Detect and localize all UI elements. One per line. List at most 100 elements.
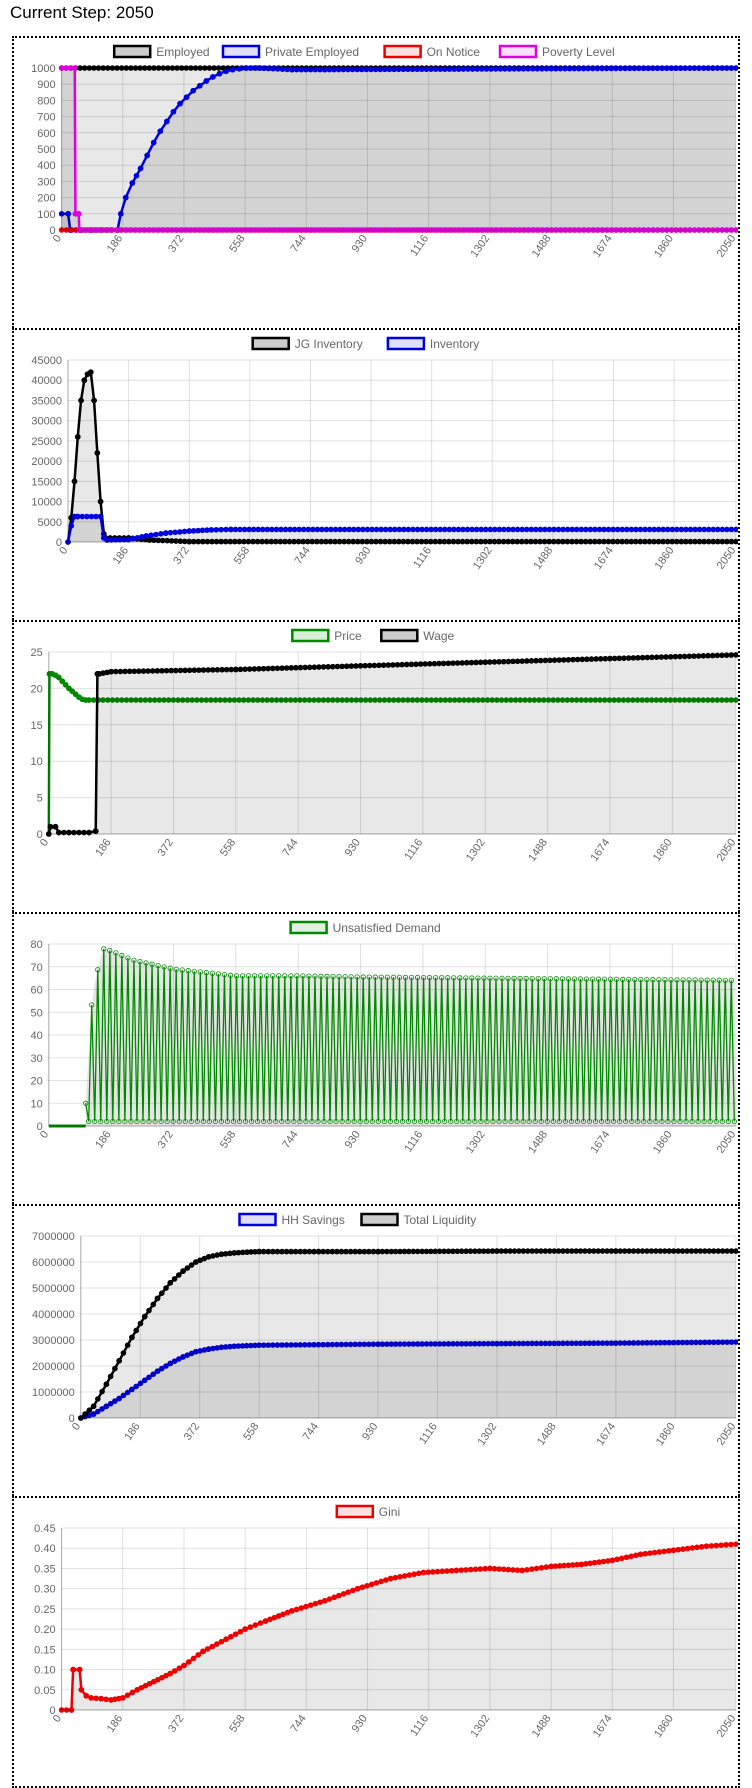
data-point bbox=[678, 526, 685, 533]
data-point bbox=[728, 1248, 735, 1254]
data-point bbox=[71, 65, 78, 71]
data-point bbox=[274, 1342, 281, 1348]
data-point bbox=[264, 973, 270, 979]
data-point bbox=[311, 697, 317, 703]
data-point bbox=[107, 1400, 114, 1407]
data-point bbox=[273, 1118, 279, 1125]
data-point bbox=[366, 1341, 372, 1348]
data-point bbox=[242, 1118, 249, 1125]
inventory-chart: JG Inventory Inventory0500010000150002000… bbox=[31, 336, 738, 572]
data-point bbox=[379, 1248, 386, 1255]
data-point bbox=[397, 1248, 403, 1255]
data-point bbox=[567, 227, 574, 233]
data-point bbox=[696, 65, 702, 71]
data-point bbox=[492, 526, 498, 533]
data-point bbox=[305, 526, 312, 533]
data-point bbox=[661, 1248, 668, 1254]
data-point bbox=[597, 697, 603, 703]
data-point bbox=[623, 538, 630, 545]
data-point bbox=[487, 526, 494, 533]
data-point bbox=[240, 697, 247, 703]
data-point bbox=[613, 1248, 619, 1254]
data-point bbox=[396, 974, 403, 980]
data-point bbox=[723, 1542, 729, 1548]
data-point bbox=[133, 1327, 139, 1334]
data-point bbox=[300, 538, 306, 545]
data-point bbox=[190, 528, 197, 534]
data-point bbox=[460, 1118, 466, 1125]
data-point bbox=[167, 965, 173, 971]
x-tick-label: 1116 bbox=[408, 1713, 431, 1739]
data-point bbox=[254, 538, 261, 545]
data-point bbox=[433, 975, 439, 981]
data-point bbox=[101, 946, 107, 952]
data-point bbox=[597, 656, 604, 662]
data-point bbox=[614, 526, 621, 533]
data-point bbox=[665, 1548, 672, 1554]
data-point bbox=[218, 1118, 225, 1125]
y-tick-label: 10000 bbox=[31, 497, 62, 509]
data-point bbox=[327, 538, 334, 545]
data-point bbox=[369, 1118, 375, 1125]
data-point bbox=[541, 976, 547, 982]
data-point bbox=[171, 1358, 178, 1365]
y-tick-label: 40 bbox=[31, 1030, 43, 1042]
data-point bbox=[201, 65, 208, 71]
data-point bbox=[278, 697, 285, 703]
x-tick-label: 558 bbox=[227, 1713, 247, 1735]
data-point bbox=[315, 1341, 322, 1348]
data-point bbox=[420, 974, 427, 981]
data-point bbox=[463, 975, 469, 981]
data-point bbox=[232, 1631, 239, 1637]
data-point bbox=[441, 538, 448, 545]
data-point bbox=[164, 537, 170, 544]
data-point bbox=[250, 526, 257, 533]
data-point bbox=[454, 1341, 461, 1347]
x-tick-label: 1488 bbox=[531, 545, 555, 572]
data-point bbox=[117, 536, 123, 543]
y-tick-label: 70 bbox=[31, 962, 43, 974]
data-point bbox=[423, 526, 430, 533]
data-point bbox=[482, 526, 489, 533]
data-point bbox=[108, 668, 114, 675]
legend-swatch bbox=[383, 44, 422, 59]
data-point bbox=[296, 227, 303, 233]
data-point bbox=[214, 1345, 220, 1351]
data-point bbox=[400, 66, 407, 73]
data-point bbox=[168, 227, 175, 233]
data-point bbox=[356, 227, 363, 233]
data-point bbox=[239, 973, 246, 979]
data-point bbox=[653, 654, 660, 661]
data-point bbox=[122, 1118, 128, 1125]
data-point bbox=[670, 1248, 677, 1254]
data-point bbox=[572, 227, 579, 233]
data-point bbox=[217, 697, 224, 703]
data-point bbox=[294, 973, 300, 979]
gridlines bbox=[80, 1235, 737, 1419]
data-point bbox=[468, 538, 475, 545]
data-point bbox=[77, 65, 83, 71]
data-point bbox=[450, 660, 456, 666]
data-point bbox=[303, 1603, 309, 1610]
y-tick-label: 20 bbox=[31, 683, 43, 695]
data-point bbox=[436, 1341, 443, 1347]
data-point bbox=[340, 66, 347, 73]
data-point bbox=[386, 66, 393, 73]
data-point bbox=[279, 665, 285, 671]
data-point bbox=[451, 66, 457, 72]
data-point bbox=[493, 975, 499, 981]
data-point bbox=[459, 660, 465, 666]
data-point bbox=[411, 227, 418, 233]
x-tick-label: 1302 bbox=[469, 1713, 493, 1740]
data-point bbox=[719, 227, 726, 233]
data-point bbox=[714, 697, 721, 703]
data-point bbox=[623, 526, 630, 533]
data-point bbox=[288, 665, 295, 671]
data-point bbox=[705, 697, 711, 703]
data-point bbox=[291, 526, 298, 533]
data-point bbox=[205, 1346, 212, 1352]
data-point bbox=[158, 531, 164, 537]
data-point bbox=[564, 697, 571, 703]
x-tick-label: 0 bbox=[57, 545, 70, 557]
